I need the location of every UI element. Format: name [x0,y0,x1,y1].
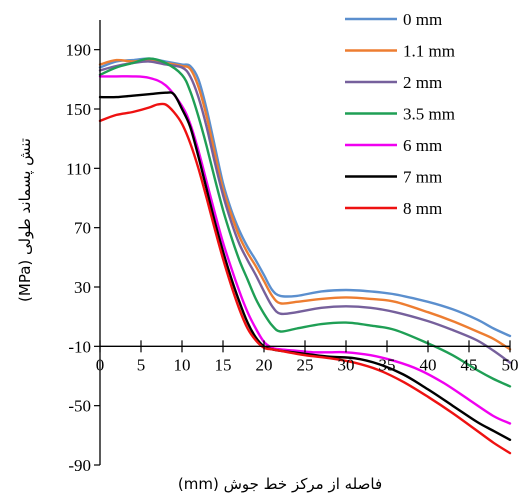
x-ticks: 0 5 10 15 20 25 30 35 40 45 50 [96,340,519,374]
legend-entry: 0 mm [345,10,442,29]
legend: 0 mm 1.1 mm 2 mm 3.5 mm 6 mm 7 mm 8 mm [345,10,455,218]
y-tick-label: -50 [68,397,91,416]
legend-label: 1.1 mm [403,42,455,61]
legend-label: 0 mm [403,10,442,29]
x-tick-label: 30 [338,355,355,374]
series-line-6 [98,102,512,455]
series-line-3 [98,57,512,388]
x-tick-label: 50 [502,355,519,374]
y-tick-label: -10 [68,337,91,356]
legend-entry: 3.5 mm [345,105,455,124]
x-tick-label: 0 [96,355,105,374]
legend-label: 3.5 mm [403,105,455,124]
series-line-0 [98,57,512,338]
y-axis-title: تنش پسماند طولی (MPa) [16,138,35,302]
x-tick-label: 40 [420,355,437,374]
legend-label: 6 mm [403,136,442,155]
y-tick-label: 190 [66,41,92,60]
x-tick-label: 25 [297,355,314,374]
axes: -90 -50 -10 30 70 110 150 190 0 5 10 15 20 25 30 35 40 4… [66,20,519,475]
y-tick-label: -90 [68,456,91,475]
x-tick-label: 20 [256,355,273,374]
legend-entry: 7 mm [345,168,442,187]
x-tick-label: 15 [215,355,232,374]
x-tick-label: 35 [379,355,396,374]
series-line-5 [98,91,512,441]
legend-label: 8 mm [403,199,442,218]
legend-label: 2 mm [403,73,442,92]
x-tick-label: 10 [174,355,191,374]
legend-entry: 8 mm [345,199,442,218]
y-ticks: -90 -50 -10 30 70 110 150 190 [66,41,100,475]
x-axis-title: فاصله از مرکز خط جوش (mm) [178,475,382,493]
series-line-2 [98,60,512,364]
legend-entry: 2 mm [345,73,442,92]
y-tick-label: 30 [74,278,91,297]
legend-label: 7 mm [403,168,442,187]
legend-entry: 6 mm [345,136,442,155]
y-tick-label: 70 [74,219,91,238]
legend-entry: 1.1 mm [345,42,455,61]
x-tick-label: 45 [461,355,478,374]
y-tick-label: 110 [66,159,91,178]
series-lines [98,57,512,455]
x-tick-label: 5 [137,355,146,374]
y-tick-label: 150 [66,100,92,119]
